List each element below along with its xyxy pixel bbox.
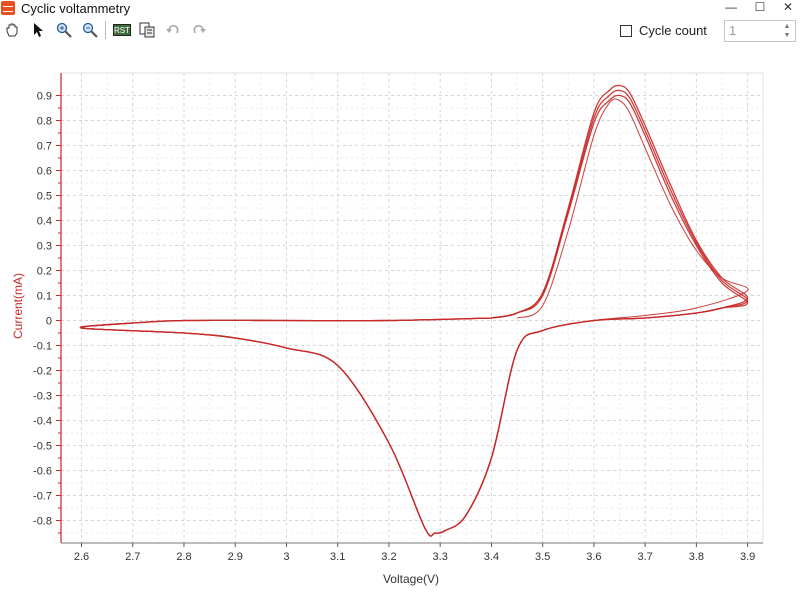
y-tick-label: 0.4 [37, 216, 52, 228]
y-tick-label: -0.8 [33, 516, 52, 528]
title-bar: Cyclic voltammetry — ☐ ✕ [0, 0, 803, 17]
y-axis-label: Current(mA) [11, 273, 25, 339]
x-tick-label: 3.8 [689, 551, 704, 563]
x-tick-label: 3.4 [484, 551, 499, 563]
y-tick-label: 0.9 [37, 91, 52, 103]
y-tick-label: 0.1 [37, 291, 52, 303]
y-tick-label: 0 [46, 316, 52, 328]
x-tick-label: 2.8 [176, 551, 191, 563]
reset-view-icon[interactable]: RST [111, 20, 131, 40]
x-tick-label: 3.3 [433, 551, 448, 563]
y-tick-label: -0.1 [33, 341, 52, 353]
undo-icon[interactable] [163, 20, 183, 40]
hand-pan-icon[interactable] [2, 20, 22, 40]
cycle-count-checkbox[interactable] [620, 25, 632, 37]
y-tick-label: 0.7 [37, 141, 52, 153]
x-tick-label: 3.9 [740, 551, 755, 563]
y-tick-label: -0.6 [33, 466, 52, 478]
x-tick-label: 3.7 [637, 551, 652, 563]
cycle-count-label: Cycle count [639, 23, 707, 38]
y-tick-label: -0.7 [33, 491, 52, 503]
y-tick-label: -0.3 [33, 391, 52, 403]
export-image-icon[interactable] [137, 20, 157, 40]
toolbar-separator [105, 21, 106, 39]
y-tick-label: 0.8 [37, 116, 52, 128]
x-axis-label: Voltage(V) [383, 572, 439, 586]
window-title: Cyclic voltammetry [21, 1, 131, 16]
chart-curves [79, 84, 749, 537]
close-button[interactable]: ✕ [782, 0, 794, 14]
y-tick-label: 0.6 [37, 166, 52, 178]
chart-toolbar: RST [0, 18, 803, 42]
reset-view-label: RST [114, 26, 130, 35]
zoom-in-icon[interactable] [54, 20, 74, 40]
cycle-count-value[interactable]: 1 [729, 23, 737, 38]
y-tick-label: 0.2 [37, 266, 52, 278]
spin-down-icon[interactable]: ▼ [783, 32, 791, 39]
x-tick-label: 3.5 [535, 551, 550, 563]
cv-cycle-4-line [79, 94, 749, 537]
redo-icon[interactable] [189, 20, 209, 40]
chart-axes: 2.6 2.7 2.8 2.9 3 3.1 3.2 3.3 3.4 3.5 3.6 3.7 3.8 3.9… [33, 73, 763, 563]
y-tick-label: -0.2 [33, 366, 52, 378]
x-tick-label: 2.6 [74, 551, 89, 563]
spin-up-icon[interactable]: ▲ [783, 23, 791, 30]
x-tick-label: 3.6 [586, 551, 601, 563]
x-tick-label: 3.1 [330, 551, 345, 563]
minimize-button[interactable]: — [725, 0, 737, 14]
pointer-select-icon[interactable] [28, 20, 48, 40]
y-tick-label: 0.5 [37, 191, 52, 203]
app-logo-icon [1, 1, 15, 15]
maximize-button[interactable]: ☐ [754, 0, 766, 14]
x-tick-label: 3.2 [381, 551, 396, 563]
zoom-out-icon[interactable] [80, 20, 100, 40]
x-tick-label: 3 [283, 551, 289, 563]
y-tick-label: -0.4 [33, 416, 52, 428]
chart-grid [60, 72, 764, 544]
x-tick-label: 2.7 [125, 551, 140, 563]
x-tick-label: 2.9 [228, 551, 243, 563]
cycle-count-spinbox[interactable]: 1 ▲ ▼ [724, 20, 796, 42]
y-tick-label: 0.3 [37, 241, 52, 253]
y-tick-label: -0.5 [33, 441, 52, 453]
